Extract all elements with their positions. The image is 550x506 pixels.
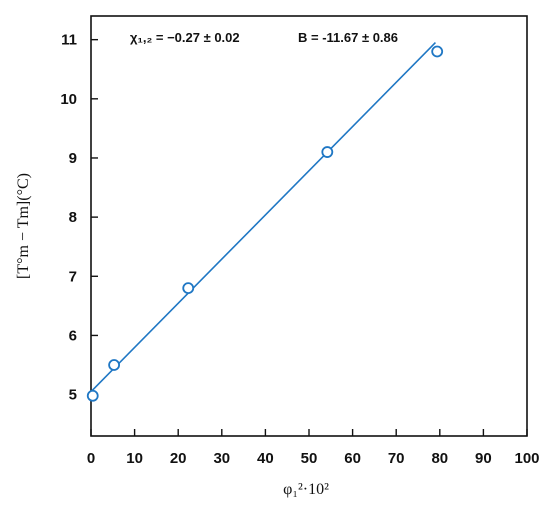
b-annotation: B = -11.67 ± 0.86: [298, 30, 398, 45]
y-tick-label: 5: [69, 387, 77, 404]
x-tick-label: 10: [126, 450, 143, 467]
x-axis-title: φ₁²·10²: [283, 481, 329, 498]
plot-frame: [90, 15, 528, 437]
x-tick-label: 100: [514, 450, 539, 467]
y-tick-label: 6: [69, 327, 77, 344]
x-axis-ticks: 0 10 20 30 40 50 60 70 80 90 100: [87, 429, 540, 467]
y-axis-title: [T°m − Tm](°C): [15, 173, 32, 279]
data-point: [86, 389, 99, 402]
y-tick-label: 8: [69, 209, 77, 226]
data-point: [321, 146, 334, 158]
data-points-group: [86, 45, 444, 402]
x-tick-label: 90: [475, 450, 492, 467]
x-tick-label: 0: [87, 450, 95, 467]
y-axis-ticks: 5 6 7 8 9 10 11: [60, 32, 98, 404]
data-point: [108, 359, 121, 371]
y-tick-label: 9: [69, 150, 77, 167]
data-point: [182, 282, 195, 295]
x-tick-label: 80: [431, 450, 448, 467]
x-tick-label: 30: [213, 450, 230, 467]
x-tick-label: 50: [301, 450, 318, 467]
data-point: [431, 45, 444, 58]
y-tick-label: 10: [60, 91, 77, 108]
x-tick-label: 70: [388, 450, 405, 467]
x-tick-label: 20: [170, 450, 187, 467]
fit-line-group: [90, 42, 437, 393]
y-tick-label: 11: [61, 32, 77, 49]
x-tick-label: 40: [257, 450, 274, 467]
chi-annotation: χ₁,₂ = −0.27 ± 0.02: [130, 30, 240, 45]
y-tick-label: 7: [69, 268, 77, 285]
x-tick-label: 60: [344, 450, 361, 467]
fit-line: [90, 42, 437, 393]
